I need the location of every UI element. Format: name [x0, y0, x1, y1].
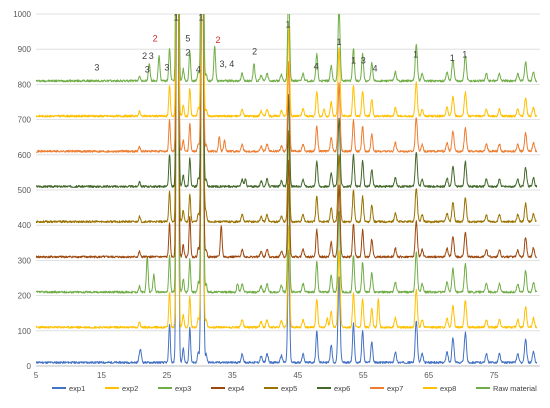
series-line-exp6 [36, 14, 538, 188]
legend-label: exp8 [440, 384, 456, 393]
y-tick-label: 700 [18, 116, 32, 125]
series-layer [36, 14, 538, 364]
legend-label: exp7 [387, 384, 403, 393]
peak-label: 1 [450, 53, 455, 63]
y-tick-label: 600 [18, 151, 32, 160]
peak-label: 4 [229, 59, 234, 69]
y-tick-label: 900 [18, 45, 32, 54]
x-tick-label: 65 [424, 371, 433, 380]
peak-label: 3 [94, 62, 99, 72]
y-tick-label: 0 [27, 362, 32, 371]
legend-label: exp5 [281, 384, 297, 393]
peak-label: 5 [185, 33, 190, 43]
peak-label: 1 [337, 37, 342, 47]
y-tick-labels: 0 100 200 300 400 500 600 700 800 900 1000 [13, 10, 31, 371]
peak-label: 3 [164, 62, 169, 72]
peak-label: 2 [215, 35, 220, 45]
peak-label: 1 [351, 55, 356, 65]
x-tick-label: 15 [97, 371, 106, 380]
legend-label: exp3 [175, 384, 191, 393]
x-tick-labels: 5 15 25 35 45 55 65 75 [34, 371, 499, 380]
y-tick-label: 1000 [13, 10, 31, 19]
series-line-exp8 [36, 14, 538, 118]
peak-label: 1 [285, 19, 290, 29]
y-tick-label: 300 [18, 256, 32, 265]
peak-label: 1 [174, 12, 179, 22]
x-tick-label: 75 [490, 371, 499, 380]
legend-label: exp4 [228, 384, 244, 393]
peak-label: 4 [373, 64, 378, 74]
series-line-exp2 [36, 14, 538, 329]
series-line-exp5 [36, 14, 537, 224]
series-line-exp1 [36, 14, 538, 364]
y-tick-label: 200 [18, 292, 32, 301]
series-line-exp3 [36, 14, 538, 294]
series-line-exp4 [36, 14, 537, 259]
peak-label: 3 [149, 51, 154, 61]
x-tick-label: 5 [34, 371, 39, 380]
peak-label: 2 [185, 48, 190, 58]
x-tick-label: 25 [162, 371, 171, 380]
legend: exp1 exp2 exp3 exp4 exp5 exp6 exp7 exp8 Raw mate… [52, 384, 537, 393]
peak-label: 4 [314, 61, 319, 71]
peak-label: 1 [198, 12, 203, 22]
y-tick-label: 800 [18, 80, 32, 89]
x-tick-label: 55 [359, 371, 368, 380]
peak-label: 4 [196, 64, 201, 74]
peak-label: 2 [153, 33, 158, 43]
legend-label: exp2 [122, 384, 138, 393]
legend-label: exp6 [334, 384, 350, 393]
legend-label: exp1 [69, 384, 85, 393]
peak-label: 2 [142, 51, 147, 61]
peak-label: 3 [361, 55, 366, 65]
y-tick-label: 400 [18, 221, 32, 230]
peak-label: 1 [413, 50, 418, 60]
x-tick-label: 45 [293, 371, 302, 380]
series-line-raw-material [36, 14, 538, 83]
x-tick-label: 35 [228, 371, 237, 380]
peak-label: 3, [219, 59, 227, 69]
peak-label: 2 [252, 46, 257, 56]
y-tick-label: 100 [18, 327, 32, 336]
legend-label: Raw material [493, 384, 537, 393]
y-tick-label: 500 [18, 186, 32, 195]
peak-label: 3 [145, 64, 150, 74]
series-line-exp7 [36, 14, 538, 153]
peak-label: 1 [462, 50, 467, 60]
